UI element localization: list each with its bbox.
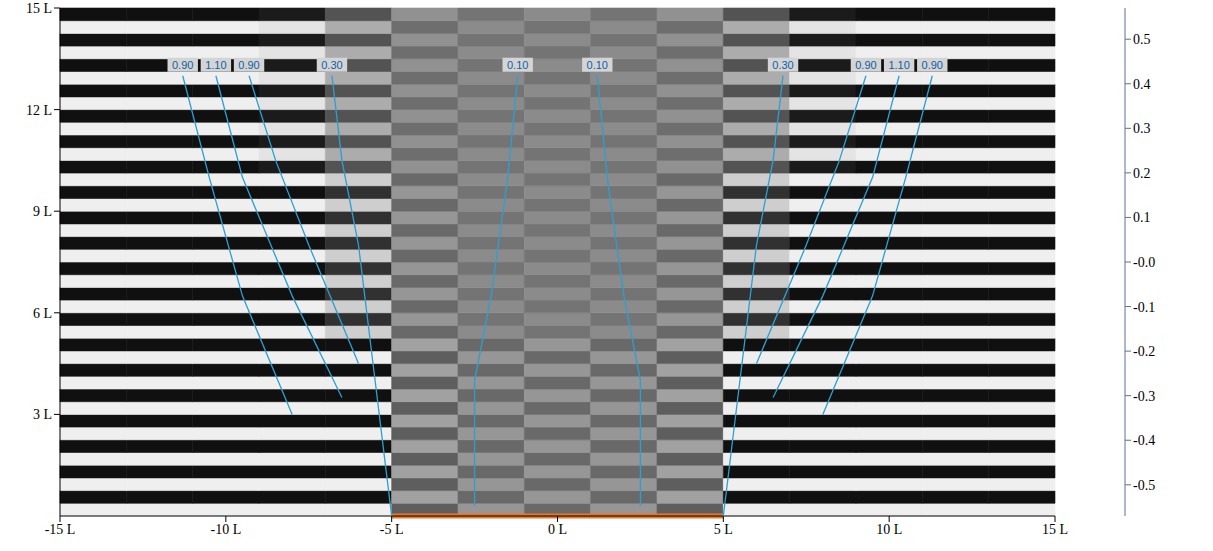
svg-text:1.10: 1.10	[205, 59, 226, 71]
svg-text:5 L: 5 L	[714, 522, 733, 537]
svg-text:-15 L: -15 L	[45, 522, 76, 537]
svg-text:0.90: 0.90	[238, 59, 259, 71]
svg-text:15 L: 15 L	[26, 1, 52, 16]
svg-text:3 L: 3 L	[33, 407, 52, 422]
svg-text:-0.1: -0.1	[1133, 300, 1155, 315]
svg-text:0.10: 0.10	[507, 59, 528, 71]
svg-text:0.30: 0.30	[772, 59, 793, 71]
svg-text:0.30: 0.30	[321, 59, 342, 71]
svg-text:6 L: 6 L	[33, 306, 52, 321]
svg-text:9 L: 9 L	[33, 204, 52, 219]
svg-text:10 L: 10 L	[876, 522, 902, 537]
svg-text:0 L: 0 L	[548, 522, 567, 537]
svg-text:-0.5: -0.5	[1133, 478, 1155, 493]
svg-text:0.1: 0.1	[1133, 210, 1151, 225]
svg-text:-0.0: -0.0	[1133, 255, 1155, 270]
svg-text:-0.2: -0.2	[1133, 344, 1155, 359]
svg-text:-5 L: -5 L	[380, 522, 404, 537]
svg-text:-0.3: -0.3	[1133, 389, 1155, 404]
svg-text:0.90: 0.90	[855, 59, 876, 71]
svg-text:0.5: 0.5	[1133, 32, 1151, 47]
svg-text:-10 L: -10 L	[210, 522, 241, 537]
svg-text:0.10: 0.10	[587, 59, 608, 71]
svg-text:1.10: 1.10	[888, 59, 909, 71]
svg-text:15 L: 15 L	[1042, 522, 1068, 537]
svg-text:0.90: 0.90	[922, 59, 943, 71]
svg-text:0.2: 0.2	[1133, 166, 1151, 181]
svg-text:0.90: 0.90	[172, 59, 193, 71]
svg-text:-0.4: -0.4	[1133, 433, 1155, 448]
svg-text:0.3: 0.3	[1133, 121, 1151, 136]
svg-text:0.4: 0.4	[1133, 77, 1151, 92]
svg-text:12 L: 12 L	[26, 103, 52, 118]
